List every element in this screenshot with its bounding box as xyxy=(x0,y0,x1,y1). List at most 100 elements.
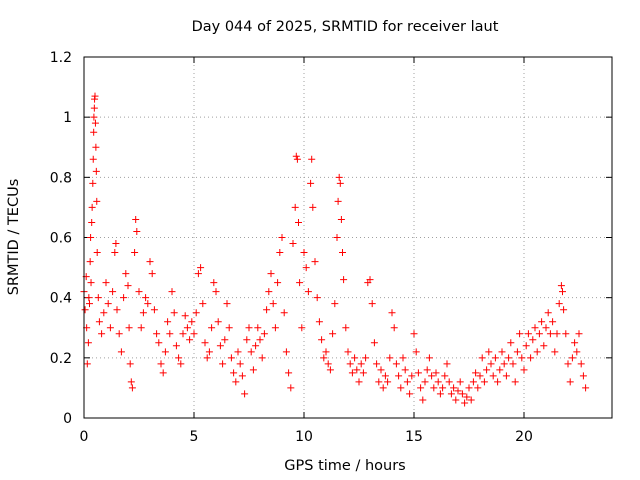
data-point xyxy=(355,378,363,386)
data-point xyxy=(546,330,554,338)
data-point xyxy=(313,294,321,302)
data-point xyxy=(131,249,139,257)
data-point xyxy=(271,324,279,332)
data-point xyxy=(334,197,342,205)
data-point xyxy=(188,318,196,326)
data-point xyxy=(443,360,451,368)
data-point xyxy=(469,378,477,386)
data-point xyxy=(150,306,158,314)
data-point xyxy=(88,203,96,211)
data-point xyxy=(124,282,132,290)
y-tick-label: 1 xyxy=(63,110,72,126)
data-point xyxy=(214,318,222,326)
data-point xyxy=(408,372,416,380)
data-point xyxy=(436,390,444,398)
data-point xyxy=(575,330,583,338)
data-point xyxy=(241,390,249,398)
data-point xyxy=(146,258,154,266)
data-point xyxy=(392,360,400,368)
y-tick-label: 0.2 xyxy=(50,351,72,367)
data-point xyxy=(267,270,275,278)
data-point xyxy=(342,324,350,332)
data-point xyxy=(177,360,185,368)
data-point xyxy=(326,366,334,374)
data-point xyxy=(112,240,120,248)
data-point xyxy=(472,369,480,377)
data-point xyxy=(540,342,548,350)
data-point xyxy=(93,197,101,205)
data-point xyxy=(106,324,114,332)
data-point xyxy=(81,306,89,314)
data-point xyxy=(126,360,134,368)
data-point xyxy=(278,234,286,241)
data-point xyxy=(373,360,381,368)
chart-title: Day 044 of 2025, SRMTID for receiver lau… xyxy=(192,19,499,35)
data-point xyxy=(577,360,585,368)
data-point xyxy=(403,378,411,386)
data-point xyxy=(94,294,102,302)
y-tick-label: 0.8 xyxy=(50,170,72,186)
data-point xyxy=(412,348,420,356)
data-point xyxy=(109,288,117,296)
data-point xyxy=(333,234,341,241)
data-point xyxy=(296,279,304,287)
data-point xyxy=(461,399,469,407)
data-point xyxy=(175,354,183,362)
data-point xyxy=(518,354,526,362)
x-axis-label: GPS time / hours xyxy=(284,458,405,474)
data-point xyxy=(315,318,323,326)
data-point xyxy=(274,279,282,287)
data-point xyxy=(113,306,121,314)
data-point xyxy=(340,276,348,284)
data-point xyxy=(557,282,565,290)
data-point xyxy=(258,354,266,362)
data-point xyxy=(322,348,330,356)
data-point xyxy=(285,369,293,377)
data-point xyxy=(399,354,407,362)
data-point xyxy=(122,270,130,278)
data-point xyxy=(348,369,356,377)
data-point xyxy=(170,309,178,317)
data-point xyxy=(223,300,231,308)
data-point xyxy=(91,119,99,127)
data-point xyxy=(89,155,97,163)
data-point xyxy=(90,113,98,121)
data-point xyxy=(401,366,409,374)
data-point xyxy=(480,378,488,386)
data-point xyxy=(254,324,262,332)
data-point xyxy=(520,366,528,374)
data-point xyxy=(463,393,471,401)
data-point xyxy=(125,324,133,332)
data-point xyxy=(386,354,394,362)
data-point xyxy=(445,378,453,386)
data-point xyxy=(85,294,93,302)
data-point xyxy=(210,279,218,287)
data-point xyxy=(579,372,587,380)
data-point xyxy=(524,330,532,338)
data-point xyxy=(92,167,100,175)
data-point xyxy=(483,366,491,374)
data-point xyxy=(203,354,211,362)
data-point xyxy=(366,276,374,284)
data-point xyxy=(476,372,484,380)
x-tick-label: 20 xyxy=(515,429,533,445)
data-point xyxy=(247,348,255,356)
data-point xyxy=(560,306,568,314)
data-point xyxy=(498,348,506,356)
data-point xyxy=(432,369,440,377)
data-point xyxy=(120,294,128,302)
data-point xyxy=(194,270,202,278)
data-point xyxy=(230,369,238,377)
data-point xyxy=(161,348,169,356)
axis-tick-labels: 0 0.2 0.4 0.6 0.8 1 1.2 0 5 10 15 20 xyxy=(50,50,533,445)
data-point xyxy=(335,173,343,181)
data-point xyxy=(489,372,497,380)
plot-frame xyxy=(83,56,613,419)
data-point xyxy=(252,342,260,350)
data-point xyxy=(225,324,233,332)
data-point xyxy=(104,300,112,308)
data-point xyxy=(573,348,581,356)
data-point xyxy=(500,360,508,368)
data-point xyxy=(544,309,552,317)
